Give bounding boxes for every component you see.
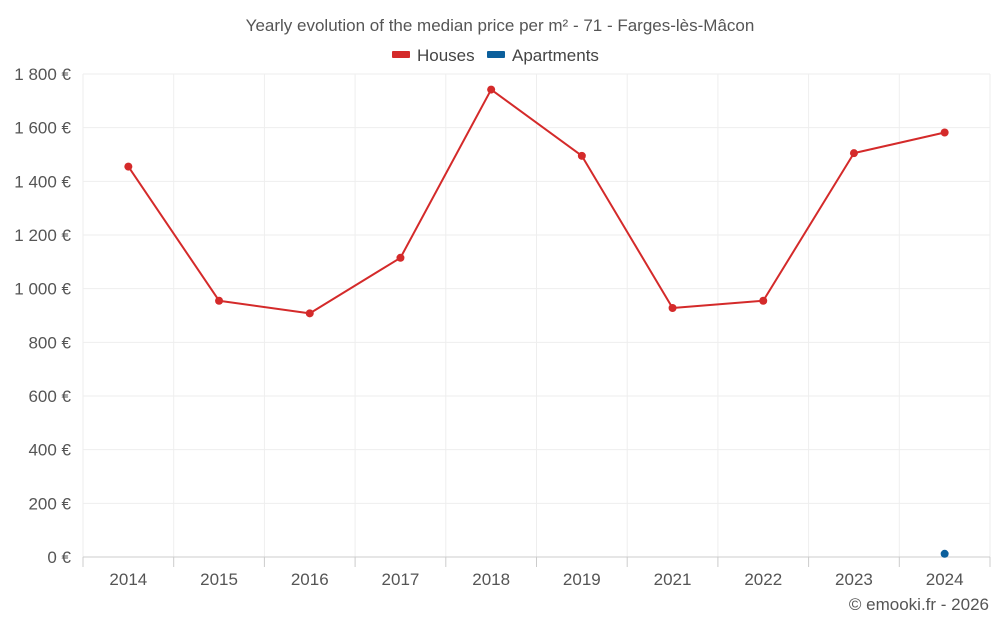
x-tick-label: 2016 (291, 570, 329, 589)
line-chart: Yearly evolution of the median price per… (0, 0, 1000, 625)
x-tick-label: 2019 (563, 570, 601, 589)
grid (83, 74, 990, 557)
legend-swatch-apartments (487, 51, 505, 58)
y-tick-label: 1 800 € (14, 65, 71, 84)
chart-title: Yearly evolution of the median price per… (246, 16, 755, 35)
y-tick-label: 200 € (28, 494, 71, 513)
y-axis-labels: 0 € 200 € 400 € 600 € 800 € 1 000 € 1 200 € 1 4… (14, 65, 71, 567)
chart-container: Yearly evolution of the median price per… (0, 0, 1000, 625)
x-tick-label: 2023 (835, 570, 873, 589)
x-tick-label: 2024 (926, 570, 964, 589)
x-tick-label: 2021 (654, 570, 692, 589)
data-point-houses-2015[interactable] (215, 297, 223, 305)
axes (83, 557, 990, 567)
legend-label-apartments[interactable]: Apartments (512, 46, 599, 65)
data-point-houses-2017[interactable] (396, 254, 404, 262)
y-tick-label: 1 600 € (14, 119, 71, 138)
x-tick-label: 2017 (382, 570, 420, 589)
data-point-houses-2019[interactable] (578, 152, 586, 160)
x-tick-label: 2018 (472, 570, 510, 589)
credit-text: © emooki.fr - 2026 (849, 595, 989, 614)
y-tick-label: 1 200 € (14, 226, 71, 245)
data-point-apartments-2024[interactable] (941, 550, 949, 558)
legend: Houses Apartments (392, 46, 599, 65)
y-tick-label: 600 € (28, 387, 71, 406)
data-point-houses-2024[interactable] (941, 128, 949, 136)
data-point-houses-2022[interactable] (759, 297, 767, 305)
data-point-houses-2023[interactable] (850, 149, 858, 157)
y-tick-label: 400 € (28, 441, 71, 460)
data-point-houses-2018[interactable] (487, 86, 495, 94)
x-tick-label: 2014 (109, 570, 147, 589)
y-tick-label: 800 € (28, 333, 71, 352)
legend-label-houses[interactable]: Houses (417, 46, 475, 65)
x-axis-labels: 2014 2015 2016 2017 2018 2019 2021 2022 2023 2024 (109, 570, 963, 589)
y-tick-label: 1 400 € (14, 172, 71, 191)
data-point-houses-2014[interactable] (124, 163, 132, 171)
x-tick-label: 2015 (200, 570, 238, 589)
x-tick-label: 2022 (744, 570, 782, 589)
y-tick-label: 1 000 € (14, 280, 71, 299)
series-apartments (941, 550, 949, 558)
data-point-houses-2021[interactable] (669, 304, 677, 312)
data-point-houses-2016[interactable] (306, 309, 314, 317)
legend-swatch-houses (392, 51, 410, 58)
y-tick-label: 0 € (47, 548, 71, 567)
